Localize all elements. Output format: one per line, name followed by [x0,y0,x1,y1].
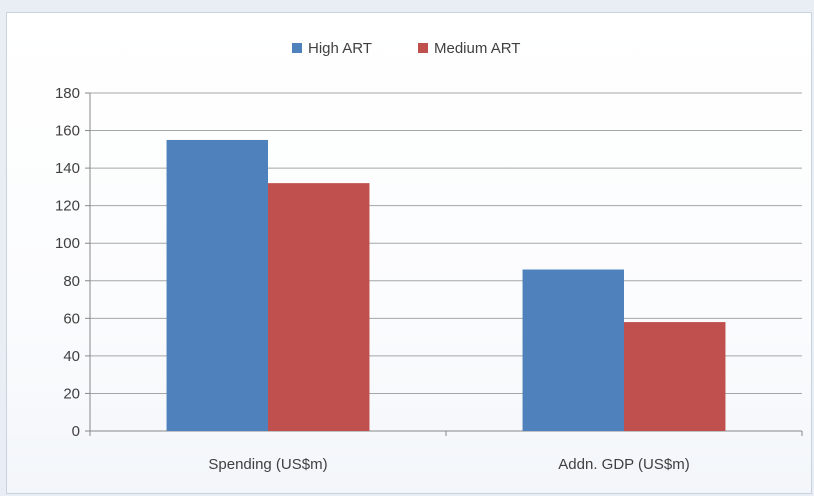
x-axis: Spending (US$m) Addn. GDP (US$m) [89,430,803,473]
x-category-label: Spending (US$m) [208,456,327,473]
y-tick-label: 0 [72,423,80,440]
y-tick-label: 20 [63,385,80,402]
y-tick-label: 180 [55,85,80,102]
x-category-label: Addn. GDP (US$m) [558,456,689,473]
y-tick-label: 80 [63,273,80,290]
bar-high-art [522,269,624,431]
y-tick-label: 160 [55,123,80,140]
bar-medium-art [268,183,370,431]
y-tick-label: 100 [55,235,80,252]
y-tick-label: 60 [63,310,80,327]
y-tick-label: 140 [55,160,80,177]
legend-label: High ART [308,40,372,57]
y-tick-label: 120 [55,198,80,215]
legend-swatch [418,43,428,53]
legend: High ART Medium ART [292,40,520,57]
legend-label: Medium ART [434,40,520,57]
y-tick-label: 40 [63,348,80,365]
y-axis: 0 20 40 60 80 100 120 140 160 180 [55,85,91,440]
bar-high-art [166,139,268,431]
bars [166,139,726,431]
bar-medium-art [624,322,726,431]
legend-swatch [292,43,302,53]
